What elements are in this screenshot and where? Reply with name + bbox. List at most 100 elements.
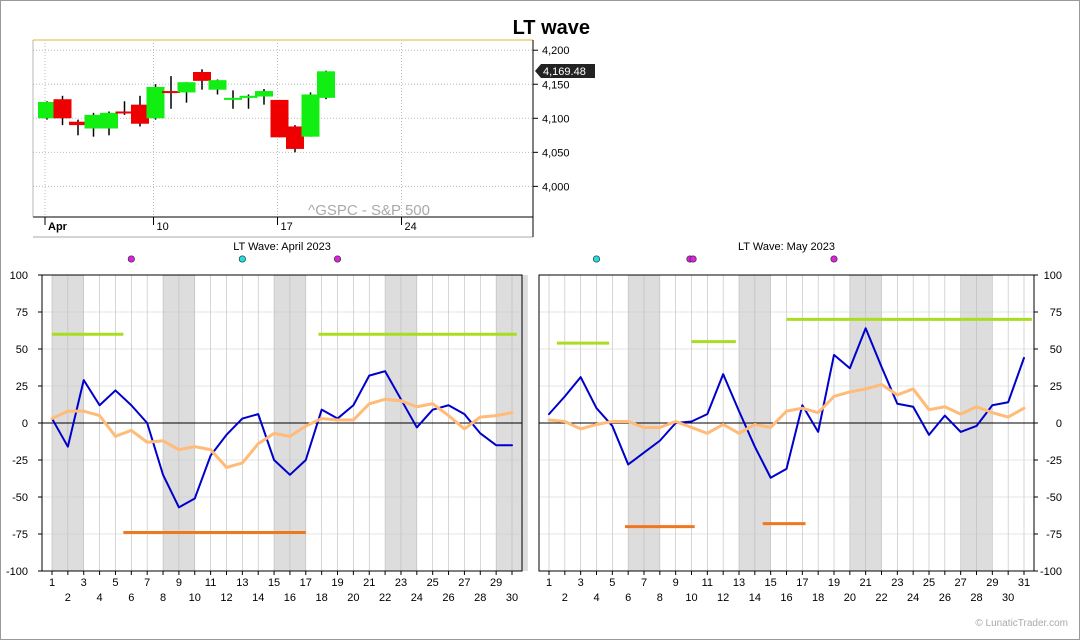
xtick-label: 19 bbox=[331, 577, 343, 589]
xtick-label: 27 bbox=[955, 577, 967, 589]
xtick-label: 5 bbox=[609, 577, 615, 589]
xtick-label: 11 bbox=[702, 577, 713, 589]
candle-body bbox=[301, 94, 320, 137]
xtick-label: 2 bbox=[65, 592, 71, 604]
xtick-label: 27 bbox=[458, 577, 470, 589]
april-smooth-line bbox=[50, 397, 514, 469]
candle bbox=[255, 89, 273, 105]
xtick-label: 15 bbox=[268, 577, 280, 589]
candle-body bbox=[193, 71, 211, 81]
xtick-label: 7 bbox=[641, 577, 647, 589]
ytick-label: 0 bbox=[22, 418, 28, 430]
xtick-label: 17 bbox=[300, 577, 312, 589]
xtick-label: 26 bbox=[442, 592, 454, 604]
xtick-label: 18 bbox=[812, 592, 824, 604]
xtick-label: 4 bbox=[593, 592, 599, 604]
ytick-label: 25 bbox=[1050, 381, 1062, 393]
candle bbox=[53, 95, 72, 126]
candle bbox=[270, 99, 289, 138]
xtick-label: 20 bbox=[844, 592, 856, 604]
signal-dot bbox=[333, 255, 342, 263]
april-wave-line bbox=[51, 370, 513, 509]
signal-dot bbox=[592, 255, 601, 263]
ytick-label: 0 bbox=[1056, 418, 1062, 430]
xtick-label: 5 bbox=[112, 577, 118, 589]
xtick-label: 21 bbox=[860, 577, 872, 589]
xtick-label: 25 bbox=[923, 577, 935, 589]
xtick-label: 4 bbox=[97, 592, 103, 604]
signal-dot bbox=[830, 255, 838, 263]
last-price-label: 4,169.48 bbox=[543, 66, 586, 78]
ytick-label: 25 bbox=[16, 381, 28, 393]
xtick-label: 21 bbox=[363, 577, 375, 589]
xtick-label: 12 bbox=[220, 592, 232, 604]
candle bbox=[162, 76, 180, 109]
price-xtick-label: Apr bbox=[48, 221, 68, 233]
xtick-label: 31 bbox=[1018, 577, 1030, 589]
ytick-label: 50 bbox=[16, 344, 28, 356]
xtick-label: 12 bbox=[717, 592, 729, 604]
candle-body bbox=[162, 91, 180, 94]
ytick-label: -100 bbox=[6, 566, 28, 578]
candle-body bbox=[286, 126, 304, 149]
candle-body bbox=[146, 86, 165, 119]
xtick-label: 15 bbox=[765, 577, 777, 589]
candle-body bbox=[270, 99, 289, 138]
xtick-label: 30 bbox=[506, 592, 518, 604]
price-ytick-label: 4,150 bbox=[542, 79, 570, 91]
xtick-label: 13 bbox=[236, 577, 248, 589]
xtick-label: 1 bbox=[546, 577, 552, 589]
price-xtick-label: 24 bbox=[405, 221, 417, 233]
xtick-label: 3 bbox=[81, 577, 87, 589]
candle-body bbox=[100, 112, 118, 129]
xtick-label: 25 bbox=[427, 577, 439, 589]
xtick-label: 9 bbox=[176, 577, 182, 589]
ytick-label: 75 bbox=[1050, 307, 1062, 319]
candle bbox=[69, 119, 87, 136]
xtick-label: 11 bbox=[205, 577, 216, 589]
xtick-label: 7 bbox=[144, 577, 150, 589]
xtick-label: 29 bbox=[986, 577, 998, 589]
page-title: LT wave bbox=[512, 17, 590, 39]
ytick-label: -100 bbox=[1040, 566, 1062, 578]
candle bbox=[38, 101, 56, 120]
ytick-label: -50 bbox=[1046, 492, 1062, 504]
xtick-label: 8 bbox=[160, 592, 166, 604]
xtick-label: 17 bbox=[796, 577, 808, 589]
xtick-label: 18 bbox=[316, 592, 328, 604]
ytick-label: 75 bbox=[16, 307, 28, 319]
price-symbol-label: ^GSPC - S&P 500 bbox=[308, 202, 430, 219]
candle bbox=[146, 84, 165, 120]
xtick-label: 1 bbox=[49, 577, 55, 589]
candle bbox=[224, 90, 242, 109]
candle-body bbox=[84, 114, 103, 129]
candle bbox=[317, 70, 335, 100]
candle bbox=[193, 69, 211, 90]
signal-dot bbox=[127, 255, 135, 263]
candle bbox=[84, 112, 103, 137]
signal-dot bbox=[689, 255, 697, 263]
candle-body bbox=[224, 97, 242, 100]
xtick-label: 3 bbox=[578, 577, 584, 589]
xtick-label: 14 bbox=[749, 592, 761, 604]
xtick-label: 28 bbox=[474, 592, 486, 604]
ytick-label: -75 bbox=[1046, 529, 1062, 541]
xtick-label: 14 bbox=[252, 592, 264, 604]
candle-body bbox=[208, 80, 227, 90]
candle-body bbox=[53, 99, 72, 119]
xtick-label: 19 bbox=[828, 577, 840, 589]
candle-body bbox=[317, 71, 335, 98]
xtick-label: 20 bbox=[347, 592, 359, 604]
xtick-label: 6 bbox=[128, 592, 134, 604]
xtick-label: 23 bbox=[891, 577, 903, 589]
ytick-label: -75 bbox=[12, 529, 28, 541]
xtick-label: 22 bbox=[875, 592, 887, 604]
xtick-label: 16 bbox=[284, 592, 296, 604]
xtick-label: 6 bbox=[625, 592, 631, 604]
xtick-label: 30 bbox=[1002, 592, 1014, 604]
xtick-label: 24 bbox=[907, 592, 919, 604]
xtick-label: 2 bbox=[562, 592, 568, 604]
may-smooth-line bbox=[547, 383, 1026, 435]
ytick-label: 50 bbox=[1050, 344, 1062, 356]
